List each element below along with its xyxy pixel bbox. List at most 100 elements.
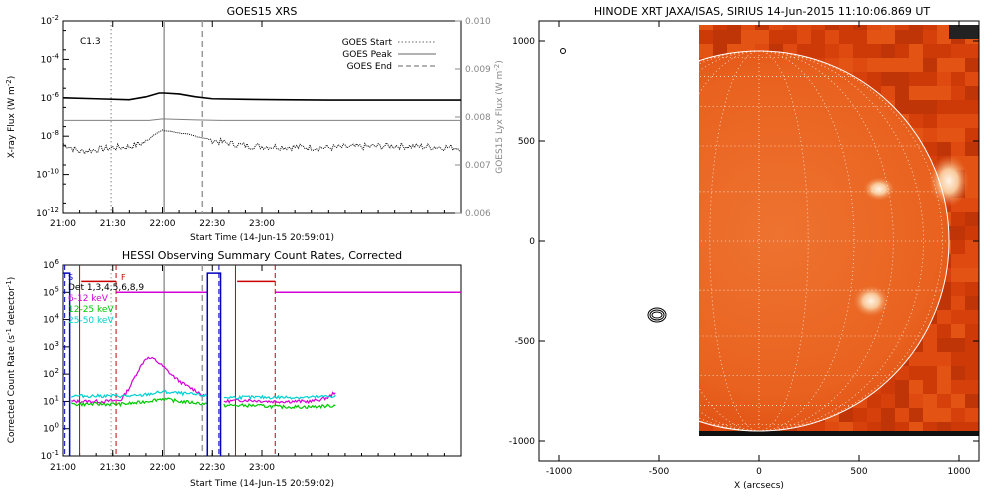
xrt-background-patch — [951, 86, 965, 100]
hessi-plot-frame — [62, 264, 462, 457]
xrt-background-patch — [825, 25, 839, 30]
xrt-background-patch — [937, 352, 951, 366]
goes-legend: GOES Start GOES Peak GOES End — [342, 38, 436, 72]
xrt-background-patch — [965, 44, 979, 58]
xrt-background-patch — [965, 100, 979, 114]
xrt-background-patch — [923, 128, 937, 142]
xrt-longitude-line — [758, 50, 943, 432]
hessi-panel: HESSI Observing Summary Count Rates, Cor… — [5, 249, 462, 489]
hessi-y-tick-label: 101 — [43, 394, 59, 407]
xrt-background-patch — [965, 198, 979, 212]
goes-x-tick-label: 21:30 — [100, 219, 126, 229]
xrt-background-patch — [965, 254, 979, 268]
xrt-background-patch — [923, 30, 937, 44]
xrt-background-patch — [839, 58, 853, 72]
xrt-y-tick-label: 1000 — [512, 37, 535, 47]
xrt-background-patch — [937, 296, 951, 310]
xrt-x-ticks: -1000 -500 0 500 1000 — [546, 21, 971, 477]
xrt-background-patch — [937, 380, 951, 394]
xrt-background-patch — [909, 58, 923, 72]
hessi-x-tick-label: 21:00 — [50, 463, 76, 473]
xrt-background-patch — [881, 86, 895, 100]
hessi-legend-entry: Det 1,3,4,5,6,8,9 — [68, 283, 144, 293]
goes-series-line — [63, 129, 461, 155]
xrt-background-patch — [867, 408, 881, 422]
xrt-background-patch — [783, 25, 797, 30]
xrt-title: HINODE XRT JAXA/ISAS, SIRIUS 14-Jun-2015… — [594, 5, 931, 18]
xrt-y-ticks: 1000 500 0 -500 -1000 — [509, 37, 979, 447]
xrt-background-patch — [937, 338, 951, 352]
xrt-background-patch — [713, 25, 727, 30]
xrt-background-patch — [909, 72, 923, 86]
xrt-background-patch — [909, 44, 923, 58]
xrt-background-patch — [965, 240, 979, 254]
xrt-background-patch — [923, 100, 937, 114]
hessi-series-line — [223, 394, 336, 401]
xrt-background-patch — [741, 30, 755, 44]
xrt-background-patch — [727, 25, 741, 30]
xrt-background-patch — [965, 296, 979, 310]
xrt-background-patch — [909, 100, 923, 114]
xrt-background-patch — [867, 25, 881, 30]
xrt-background-patch — [937, 310, 951, 324]
xrt-background-patch — [937, 408, 951, 422]
xrt-background-patch — [895, 30, 909, 44]
xrt-background-patch — [811, 44, 825, 58]
xrt-background-patch — [909, 380, 923, 394]
xrt-background-patch — [965, 142, 979, 156]
hessi-state-line — [206, 272, 222, 456]
xrt-background-patch — [895, 394, 909, 408]
goes-y-tick-label: 10-12 — [36, 206, 59, 219]
xrt-background-patch — [951, 254, 965, 268]
xrt-background-patch — [727, 30, 741, 44]
xrt-background-patch — [965, 72, 979, 86]
xrt-background-patch — [951, 366, 965, 380]
goes-x-tick-label: 23:00 — [249, 219, 275, 229]
xrt-background-patch — [923, 58, 937, 72]
xrt-background-patch — [923, 380, 937, 394]
xrt-background-patch — [867, 72, 881, 86]
goes-y2-tick-label: 0.008 — [465, 113, 491, 123]
xrt-background-patch — [937, 142, 951, 156]
hessi-x-axis-label: Start Time (14-Jun-15 20:59:02) — [190, 479, 334, 489]
xrt-background-patch — [769, 30, 783, 44]
hessi-legend-entry: 6-12 keV — [68, 294, 109, 304]
xrt-panel: HINODE XRT JAXA/ISAS, SIRIUS 14-Jun-2015… — [509, 5, 980, 491]
xrt-background-patch — [937, 394, 951, 408]
xrt-background-patch — [825, 30, 839, 44]
xrt-background-patch — [965, 324, 979, 338]
hessi-x-ticks: 21:00 21:30 22:00 22:30 23:00 — [50, 265, 462, 473]
xrt-background-patch — [909, 352, 923, 366]
xrt-background-patch — [881, 408, 895, 422]
goes-y-tick-label: 10-8 — [41, 129, 59, 142]
xrt-background-patch — [867, 58, 881, 72]
hessi-legend-entry: 12-25 keV — [68, 305, 114, 315]
xrt-background-patch — [923, 394, 937, 408]
xrt-background-patch — [699, 25, 713, 30]
xrt-contour-ring — [651, 311, 663, 319]
xrt-background-patch — [951, 352, 965, 366]
xrt-background-patch — [895, 44, 909, 58]
xrt-background-patch — [713, 30, 727, 44]
xrt-background-patch — [951, 394, 965, 408]
xrt-background-patch — [741, 25, 755, 30]
xrt-background-patch — [951, 142, 965, 156]
xrt-background-patch — [895, 408, 909, 422]
xrt-longitude-line — [758, 50, 809, 432]
goes-y-tick-label: 10-6 — [41, 91, 60, 104]
hessi-x-tick-label: 21:30 — [100, 463, 126, 473]
xrt-background-patch — [951, 268, 965, 282]
hessi-y-tick-label: 103 — [43, 340, 59, 353]
xrt-background-patch — [951, 58, 965, 72]
xrt-background-patch — [699, 30, 713, 44]
hessi-y-axis-label: Corrected Count Rate (s-1 detector-1) — [5, 277, 17, 444]
xrt-background-patch — [769, 25, 783, 30]
xrt-background-patch — [839, 44, 853, 58]
xrt-x-tick-label: 0 — [756, 467, 762, 477]
xrt-contour — [560, 48, 667, 323]
goes-y2-tick-label: 0.009 — [465, 65, 491, 75]
hessi-series-line — [223, 391, 336, 405]
xrt-background-patch — [797, 44, 811, 58]
